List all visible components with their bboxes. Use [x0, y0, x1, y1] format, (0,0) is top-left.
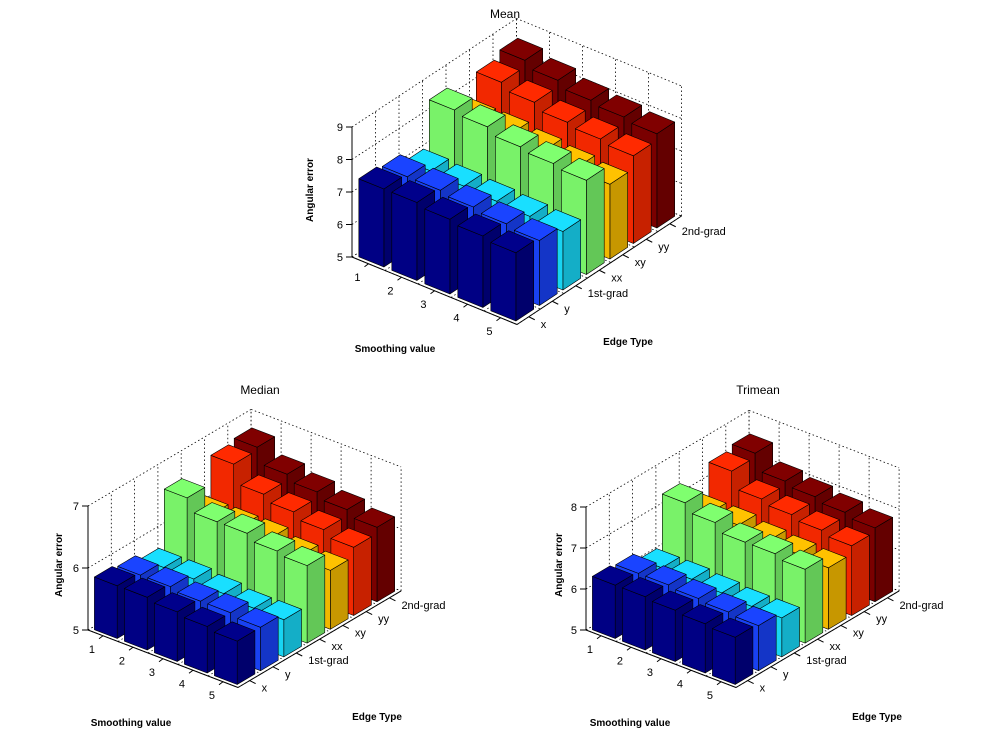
- chart-title: Mean: [490, 7, 520, 21]
- x-tick-label: 1: [89, 644, 95, 656]
- y-tick-label: x: [541, 319, 547, 331]
- x-axis-label: Smoothing value: [355, 344, 436, 355]
- y-tick-label: 2nd-grad: [401, 600, 445, 612]
- bar: [214, 621, 256, 685]
- x-tick-label: 5: [209, 690, 215, 702]
- z-tick-label: 7: [571, 543, 577, 555]
- y-axis-label: Edge Type: [352, 712, 402, 723]
- y-tick-label: 2nd-grad: [682, 226, 726, 238]
- y-tick-label: xy: [635, 257, 647, 269]
- z-axis-label: Angular error: [54, 533, 65, 597]
- x-tick-label: 2: [387, 285, 393, 297]
- z-tick-label: 6: [73, 563, 79, 575]
- x-tick-label: 5: [707, 690, 713, 702]
- chart-panel-median: 56712345xy1st-gradxxxyyy2nd-gradMedianAn…: [54, 383, 445, 729]
- y-tick-label: xy: [853, 627, 865, 639]
- y-tick-label: xx: [611, 272, 623, 284]
- y-tick-label: 2nd-grad: [899, 600, 943, 612]
- y-tick-label: x: [262, 683, 268, 695]
- y-axis-label: Edge Type: [603, 337, 653, 348]
- z-tick-label: 6: [337, 220, 343, 232]
- z-tick-label: 6: [571, 584, 577, 596]
- y-tick-label: y: [285, 669, 291, 681]
- z-tick-label: 7: [73, 501, 79, 513]
- y-tick-label: yy: [378, 614, 390, 626]
- x-tick-label: 1: [354, 272, 360, 284]
- y-tick-label: yy: [876, 614, 888, 626]
- y-tick-label: x: [760, 683, 766, 695]
- z-tick-label: 5: [337, 252, 343, 264]
- z-axis-label: Angular error: [305, 158, 316, 222]
- y-tick-label: 1st-grad: [588, 288, 628, 300]
- chart-title: Median: [240, 383, 279, 397]
- y-tick-label: 1st-grad: [806, 655, 846, 667]
- z-tick-label: 7: [337, 187, 343, 199]
- y-tick-label: xx: [332, 641, 344, 653]
- z-tick-label: 8: [337, 155, 343, 167]
- y-tick-label: xx: [830, 641, 842, 653]
- chart-panel-trimean: 567812345xy1st-gradxxxyyy2nd-gradTrimean…: [554, 383, 943, 729]
- bar: [154, 592, 196, 662]
- bar: [490, 230, 535, 322]
- z-axis-label: Angular error: [554, 533, 565, 597]
- z-tick-label: 5: [73, 625, 79, 637]
- y-tick-label: y: [564, 303, 570, 315]
- y-tick-label: y: [783, 669, 789, 681]
- chart-title: Trimean: [736, 383, 780, 397]
- x-tick-label: 4: [677, 678, 683, 690]
- z-tick-label: 5: [571, 625, 577, 637]
- chart-panel-mean: 5678912345xy1st-gradxxxyyy2nd-gradMeanAn…: [305, 7, 726, 355]
- y-tick-label: 1st-grad: [308, 655, 348, 667]
- x-tick-label: 4: [179, 678, 185, 690]
- y-tick-label: xy: [355, 627, 367, 639]
- x-tick-label: 3: [149, 667, 155, 679]
- x-tick-label: 2: [119, 655, 125, 667]
- y-tick-label: yy: [658, 241, 670, 253]
- x-tick-label: 3: [420, 299, 426, 311]
- x-tick-label: 2: [617, 655, 623, 667]
- z-tick-label: 9: [337, 122, 343, 134]
- x-axis-label: Smoothing value: [91, 718, 172, 729]
- x-tick-label: 4: [453, 312, 459, 324]
- x-axis-label: Smoothing value: [590, 718, 671, 729]
- x-tick-label: 3: [647, 667, 653, 679]
- z-tick-label: 8: [571, 502, 577, 514]
- y-axis-label: Edge Type: [852, 712, 902, 723]
- bar: [712, 617, 754, 685]
- x-tick-label: 1: [587, 644, 593, 656]
- x-tick-label: 5: [486, 326, 492, 338]
